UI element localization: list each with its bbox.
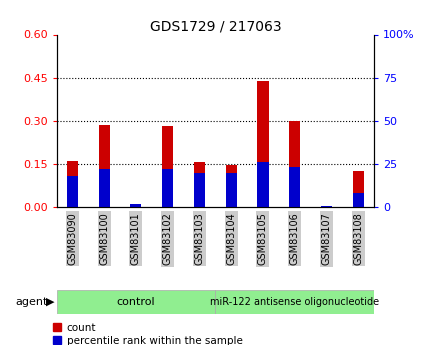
Bar: [215, 290, 373, 314]
Bar: [130, 204, 141, 207]
Bar: [99, 125, 109, 207]
Text: ▶: ▶: [46, 297, 54, 307]
Text: GSM83103: GSM83103: [194, 212, 204, 265]
Text: GSM83104: GSM83104: [226, 212, 236, 265]
Text: GSM83101: GSM83101: [131, 212, 141, 265]
Bar: [289, 121, 299, 207]
Bar: [67, 176, 78, 207]
Bar: [289, 167, 299, 207]
Text: GSM83105: GSM83105: [257, 212, 267, 265]
Bar: [352, 171, 363, 207]
Bar: [225, 172, 236, 207]
Legend: count, percentile rank within the sample: count, percentile rank within the sample: [53, 323, 242, 345]
Bar: [257, 80, 268, 207]
Bar: [99, 169, 109, 207]
Bar: [320, 206, 331, 207]
Text: GSM83106: GSM83106: [289, 212, 299, 265]
Text: miR-122 antisense oligonucleotide: miR-122 antisense oligonucleotide: [210, 297, 378, 307]
Bar: [225, 165, 236, 207]
Text: GSM83100: GSM83100: [99, 212, 109, 265]
Bar: [194, 172, 204, 207]
Text: GSM83108: GSM83108: [352, 212, 362, 265]
Bar: [352, 193, 363, 207]
Text: GSM83107: GSM83107: [321, 212, 331, 265]
Text: agent: agent: [16, 297, 48, 307]
Title: GDS1729 / 217063: GDS1729 / 217063: [149, 19, 280, 33]
Bar: [257, 162, 268, 207]
Bar: [130, 206, 141, 207]
Bar: [162, 169, 173, 207]
Bar: [162, 127, 173, 207]
Bar: [320, 206, 331, 207]
Text: GSM83102: GSM83102: [162, 212, 172, 265]
Bar: [194, 162, 204, 207]
Text: GSM83090: GSM83090: [67, 212, 77, 265]
Text: control: control: [116, 297, 155, 307]
Bar: [67, 161, 78, 207]
Bar: [56, 290, 215, 314]
